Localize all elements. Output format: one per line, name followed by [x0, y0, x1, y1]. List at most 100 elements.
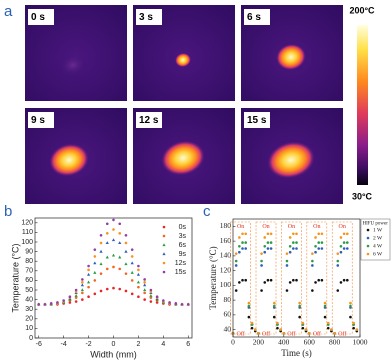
data-point: [93, 255, 97, 258]
x-tick-label: 600: [304, 338, 316, 347]
on-period-box: [281, 221, 302, 335]
legend-label: 2 W: [373, 235, 383, 241]
y-tick-label: 90: [25, 248, 33, 255]
data-point: [346, 241, 349, 244]
hot-spot: [276, 43, 306, 71]
y-tick-label: 140: [220, 251, 232, 260]
data-point: [307, 332, 311, 335]
data-point: [112, 228, 115, 231]
data-point: [81, 291, 84, 295]
data-point: [339, 250, 343, 254]
data-point: [241, 247, 244, 250]
data-point: [298, 315, 301, 319]
data-point: [247, 304, 251, 308]
data-point: [292, 241, 295, 244]
hot-spot: [49, 143, 89, 177]
data-point: [136, 272, 141, 276]
data-point: [342, 241, 346, 244]
data-point: [317, 241, 321, 244]
data-point: [130, 279, 134, 282]
data-point: [346, 278, 349, 282]
y-tick-label: 120: [220, 265, 232, 274]
data-point: [68, 295, 72, 299]
data-point: [155, 295, 159, 299]
label-box: [136, 112, 162, 128]
data-point: [336, 252, 340, 255]
data-point: [352, 321, 355, 325]
data-point: [74, 300, 78, 303]
chart-c: 40 60 80 100 120 140 160 180 0 200 400 600 800 1000 Ti…: [208, 218, 391, 358]
y-tick-label: 60: [224, 310, 232, 319]
data-point: [349, 315, 352, 319]
data-point: [238, 250, 241, 254]
data-point: [81, 278, 84, 281]
annotation: Off: [287, 330, 295, 337]
data-point: [137, 285, 140, 289]
legend-marker: [162, 243, 166, 247]
legend-marker: [366, 228, 370, 232]
annotation: Off: [313, 330, 321, 337]
data-point: [298, 301, 301, 305]
data-point: [124, 272, 128, 275]
data-point: [314, 244, 317, 248]
x-tick-label: -2: [85, 341, 91, 348]
data-point: [130, 292, 134, 296]
data-point: [266, 241, 270, 244]
data-point: [349, 304, 352, 308]
data-point: [244, 241, 247, 244]
data-point: [266, 247, 270, 250]
panel-label: a: [4, 3, 13, 20]
data-point: [260, 289, 263, 292]
on-period-box: [331, 221, 353, 335]
annotation: Off: [237, 330, 245, 337]
data-point: [311, 264, 314, 267]
legend-marker: [366, 236, 370, 240]
hot-spot: [267, 141, 315, 179]
data-point: [295, 232, 298, 236]
data-point: [111, 238, 116, 242]
data-point: [292, 247, 295, 250]
data-point: [234, 252, 238, 255]
y-tick-label: 120: [21, 220, 33, 227]
data-point: [143, 281, 146, 284]
data-point: [180, 303, 184, 306]
data-point: [352, 326, 355, 330]
label-box: [136, 9, 162, 25]
y-tick-label: 0: [29, 335, 33, 342]
data-point: [269, 278, 273, 282]
y-tick-label: 100: [220, 280, 232, 289]
y-tick-label: 50: [25, 287, 33, 294]
data-point: [320, 247, 324, 250]
data-point: [136, 280, 141, 284]
legend-marker: [162, 261, 166, 265]
data-point: [323, 301, 327, 305]
data-point: [130, 248, 134, 251]
data-point: [99, 233, 103, 237]
data-point: [99, 272, 103, 275]
x-tick-label: 2: [136, 341, 140, 348]
data-point: [99, 249, 103, 253]
data-point: [112, 286, 115, 290]
thermal-image: 0 s: [25, 5, 127, 101]
data-point: [349, 301, 352, 305]
data-point: [62, 299, 65, 302]
data-point: [87, 264, 90, 268]
data-point: [105, 222, 109, 226]
annotation: Off: [262, 330, 270, 337]
data-point: [234, 264, 238, 267]
label-box: [244, 9, 270, 25]
data-point: [137, 264, 140, 268]
y-tick-label: 80: [224, 295, 232, 304]
annotation: On: [313, 224, 320, 230]
data-point: [295, 241, 298, 244]
legend-label: 0s: [179, 224, 187, 231]
data-point: [301, 326, 305, 330]
data-point: [269, 247, 273, 250]
colorbar-min: 30°C: [352, 191, 373, 201]
data-point: [130, 270, 134, 274]
data-point: [320, 241, 324, 244]
data-point: [314, 236, 317, 239]
data-point: [74, 293, 78, 297]
legend-marker: [366, 244, 370, 248]
data-point: [118, 222, 122, 226]
